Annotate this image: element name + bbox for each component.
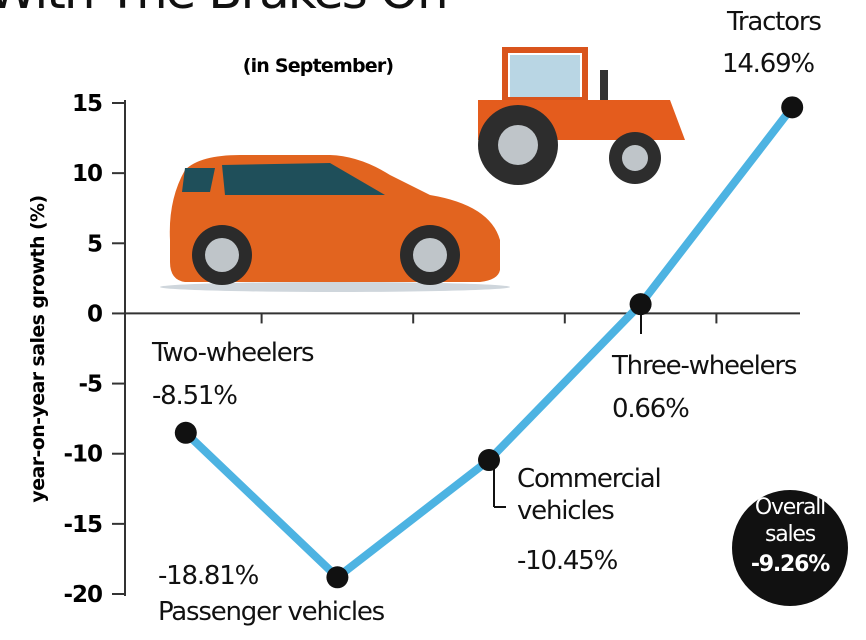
car-illustration (160, 155, 510, 292)
y-tick-label: -10 (63, 442, 102, 468)
y-axis-label: year-on-year sales growth (%) (27, 195, 49, 502)
y-tick-label: 15 (72, 91, 102, 117)
point (781, 96, 804, 119)
category-label: Tractors (727, 7, 822, 37)
category-label: Three-wheelers (612, 351, 797, 381)
category-label: Commercial vehicles (517, 464, 662, 526)
point (174, 421, 197, 444)
value-label: -8.51% (152, 381, 238, 411)
y-tick-label: 0 (87, 301, 102, 327)
point (478, 449, 500, 472)
category-label: Passenger vehicles (158, 597, 385, 627)
y-tick-label: -20 (63, 582, 102, 608)
point (326, 566, 349, 589)
point (629, 293, 652, 316)
y-tick-label: -5 (78, 372, 102, 398)
y-tick-label: 5 (87, 231, 102, 257)
category-label: Two-wheelers (152, 338, 315, 368)
chart-subtitle: (in September) (243, 55, 394, 77)
tractor-illustration (478, 47, 685, 185)
y-tick-label: 10 (72, 161, 102, 187)
value-label: -10.45% (517, 546, 618, 576)
overall-label: Overall sales (754, 495, 826, 547)
value-label: 14.69% (722, 49, 815, 79)
value-label: 0.66% (612, 394, 690, 424)
chart-title: With The Brakes On (0, 0, 447, 20)
overall-value: -9.26% (750, 552, 830, 577)
y-tick-label: -15 (63, 512, 102, 538)
overall-badge (732, 490, 848, 606)
value-label: -18.81% (158, 561, 259, 591)
